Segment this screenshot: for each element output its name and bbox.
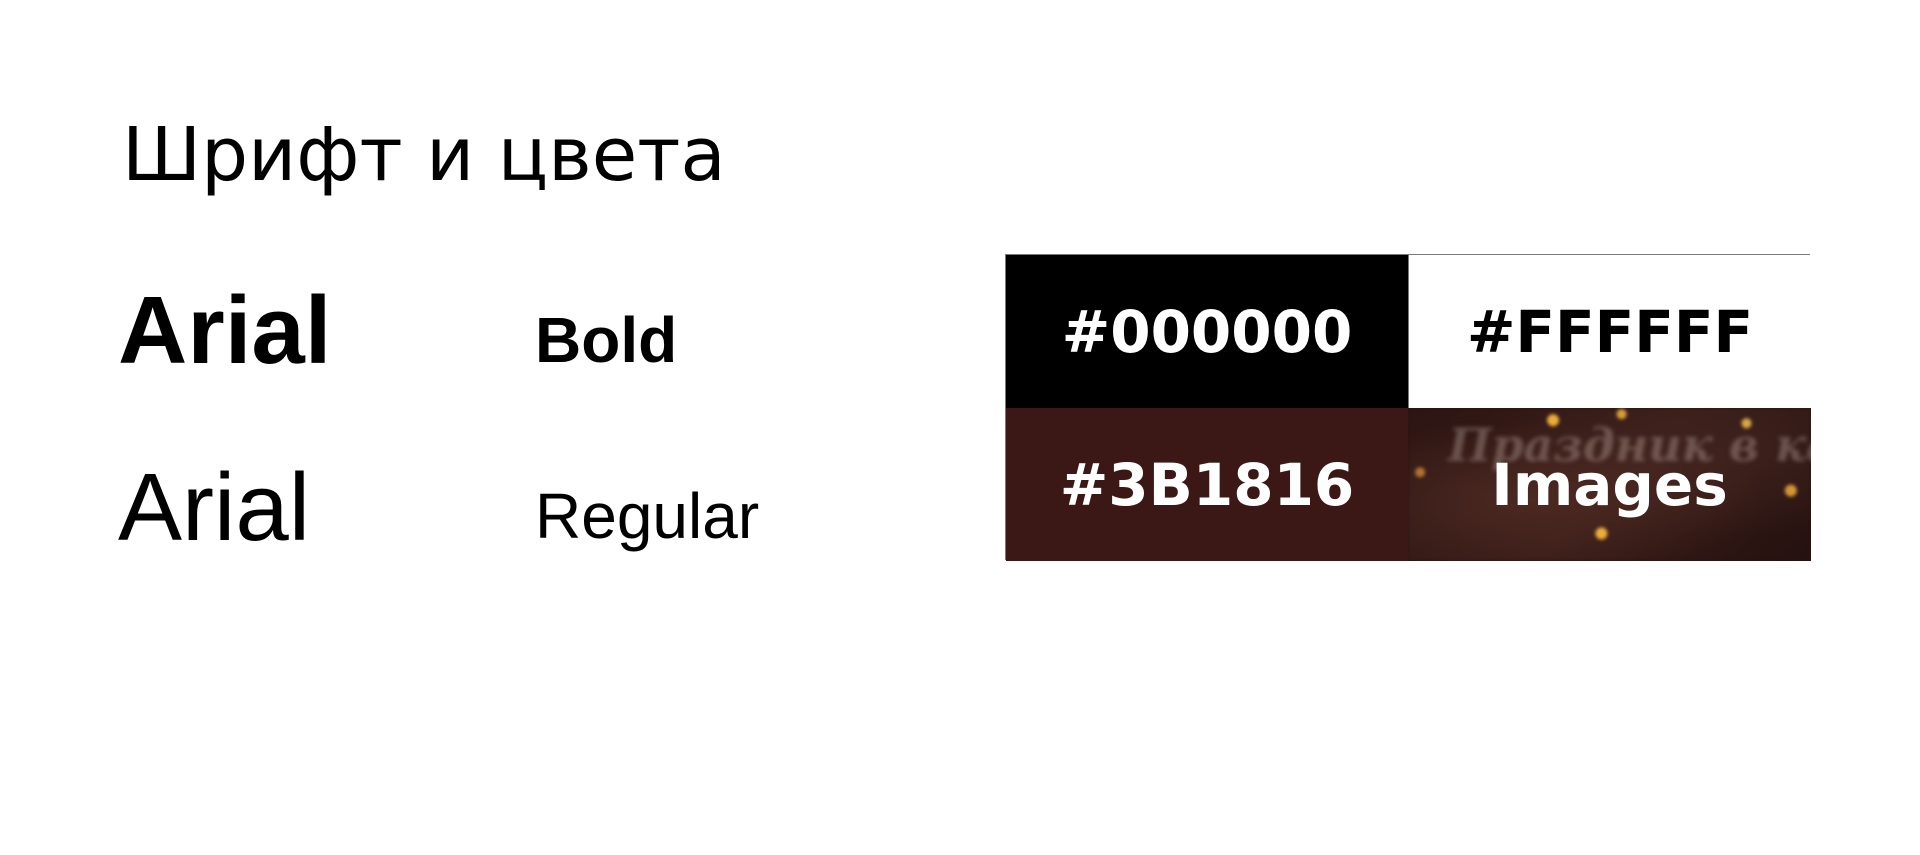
swatch-images: Праздник в каждый дом Images xyxy=(1408,408,1811,561)
images-background-script: Праздник в каждый дом xyxy=(1448,418,1811,472)
font-style-regular: Regular xyxy=(535,480,760,552)
page-title: Шрифт и цвета xyxy=(122,112,726,198)
swatch-white-label: #FFFFFF xyxy=(1466,297,1754,366)
images-background-photo xyxy=(1408,408,1811,561)
swatch-black: #000000 xyxy=(1006,255,1408,408)
font-style-bold: Bold xyxy=(535,304,678,376)
color-palette: #000000 #FFFFFF #3B1816 Праздник в кажды… xyxy=(1005,254,1811,561)
swatch-brown-label: #3B1816 xyxy=(1059,450,1355,519)
swatch-white: #FFFFFF xyxy=(1408,255,1811,408)
swatch-images-label: Images xyxy=(1491,450,1728,519)
swatch-black-label: #000000 xyxy=(1061,297,1353,366)
font-name-bold: Arial xyxy=(118,277,332,384)
swatch-brown: #3B1816 xyxy=(1006,408,1408,561)
font-name-regular: Arial xyxy=(118,454,311,561)
